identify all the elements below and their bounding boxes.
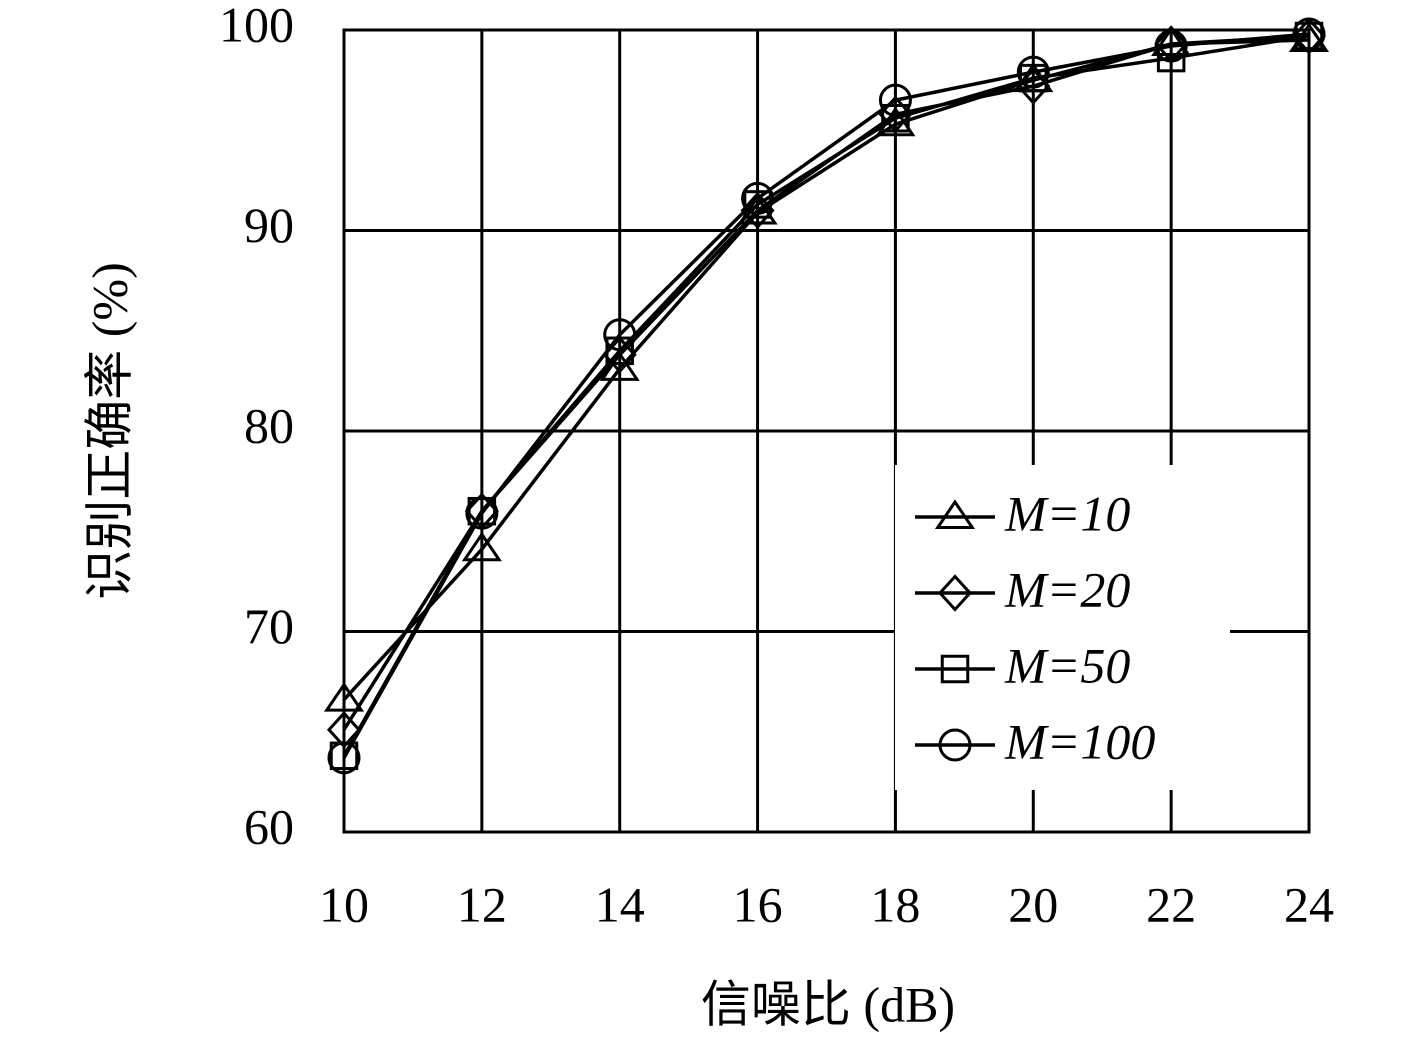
data-point bbox=[1151, 26, 1192, 57]
data-point bbox=[465, 496, 499, 530]
data-point bbox=[740, 191, 775, 230]
y-tick-label: 80 bbox=[244, 397, 294, 453]
y-tick-label: 90 bbox=[244, 197, 294, 253]
legend-label: M=10 bbox=[1004, 485, 1130, 541]
legend-marker bbox=[938, 728, 972, 762]
y-tick-label: 60 bbox=[244, 798, 294, 854]
x-tick-label: 16 bbox=[733, 876, 783, 932]
x-tick-label: 14 bbox=[595, 876, 645, 932]
legend-label: M=20 bbox=[1004, 561, 1130, 617]
data-point bbox=[1291, 17, 1327, 55]
y-tick-label: 100 bbox=[219, 0, 294, 52]
data-point bbox=[603, 318, 637, 352]
y-tick-label: 70 bbox=[244, 598, 294, 654]
data-point bbox=[461, 531, 502, 562]
data-point bbox=[326, 711, 362, 749]
x-tick-label: 22 bbox=[1146, 876, 1196, 932]
series-line bbox=[342, 32, 1310, 759]
legend-marker bbox=[940, 654, 970, 684]
data-point bbox=[741, 181, 775, 215]
legend-label: M=50 bbox=[1004, 637, 1130, 693]
data-point bbox=[327, 741, 361, 775]
data-point bbox=[1156, 43, 1186, 73]
x-tick-label: 12 bbox=[457, 876, 507, 932]
data-point bbox=[1016, 67, 1051, 105]
x-tick-label: 24 bbox=[1284, 876, 1334, 932]
data-point bbox=[1016, 55, 1050, 89]
x-tick-label: 18 bbox=[870, 876, 920, 932]
x-axis-label: 信噪比 (dB) bbox=[701, 976, 955, 1032]
data-point bbox=[605, 336, 634, 366]
data-point bbox=[1154, 29, 1188, 63]
x-tick-label: 10 bbox=[319, 876, 369, 932]
plot-frame bbox=[342, 28, 1311, 834]
data-point bbox=[599, 351, 640, 381]
legend-marker bbox=[937, 574, 973, 612]
data-point bbox=[602, 336, 637, 374]
legend-marker bbox=[934, 499, 976, 529]
data-point bbox=[878, 83, 912, 117]
x-tick-label: 20 bbox=[1008, 876, 1058, 932]
data-point bbox=[881, 103, 910, 133]
data-point bbox=[1292, 17, 1326, 51]
y-axis-label: 识别正确率 (%) bbox=[81, 262, 137, 599]
legend-label: M=100 bbox=[1004, 713, 1155, 769]
data-point bbox=[323, 681, 365, 712]
legend-box bbox=[895, 465, 1230, 790]
